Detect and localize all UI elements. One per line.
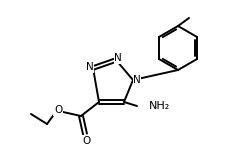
- Text: N: N: [133, 75, 141, 85]
- Text: NH₂: NH₂: [149, 101, 170, 111]
- Text: O: O: [82, 136, 90, 146]
- Text: N: N: [86, 62, 94, 72]
- Text: N: N: [114, 53, 122, 63]
- Text: O: O: [54, 105, 62, 115]
